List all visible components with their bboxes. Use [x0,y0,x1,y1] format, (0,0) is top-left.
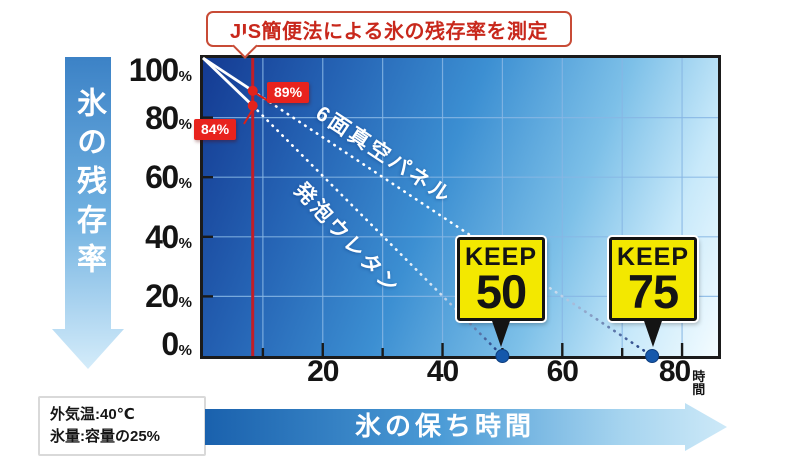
y-axis-tick-labels: 100% 80% 60% 40% 20% 0% [116,54,196,360]
keep-50-badge: KEEP 50 [457,237,545,321]
keep-75-badge: KEEP 75 [609,237,697,321]
down-arrow-icon [52,57,124,369]
y-tick-label: 80% [145,99,192,136]
plot-area: 6面真空パネル 発泡ウレタン 89% 84% KEEP 50 KEEP 75 [194,55,721,363]
keep-75-value: 75 [627,264,679,318]
x-axis-arrow: 氷の保ち時間 [205,403,729,451]
x-tick-label: 40 [426,355,459,388]
chart-title-bubble: JIS簡便法による氷の残存率を測定 [206,11,572,59]
y-axis-title: 氷の残存率 [72,87,105,282]
measured-point-label-89: 89% [267,82,310,104]
keep-50-word: KEEP [464,242,538,271]
x-tick-label: 60 [546,355,579,388]
y-tick-label: 40% [145,218,192,255]
right-arrow-icon [205,403,727,451]
condition-ice-amount: 氷量:容量の25% [50,427,161,445]
keep-75-word: KEEP [616,242,690,271]
x-tick-label: 20 [307,355,339,388]
y-tick-label: 20% [145,278,192,315]
test-conditions-box: 外気温:40℃ 氷量:容量の25% [38,396,206,456]
chart-title: JIS簡便法による氷の残存率を測定 [230,20,548,43]
keep-50-value: 50 [475,264,527,318]
x-tick-label: 80 時間 [658,355,706,397]
x-axis-title: 氷の保ち時間 [354,410,535,441]
y-tick-label: 60% [145,159,192,196]
y-tick-label: 100% [128,52,192,88]
condition-ambient-temp: 外気温:40℃ [50,406,135,423]
y-tick-label: 0% [161,326,192,362]
x-axis-tick-labels: 20 40 60 80 時間 [203,355,718,397]
y-axis-arrow: 氷の残存率 [52,57,124,369]
measured-point-label-84: 84% [194,119,237,141]
